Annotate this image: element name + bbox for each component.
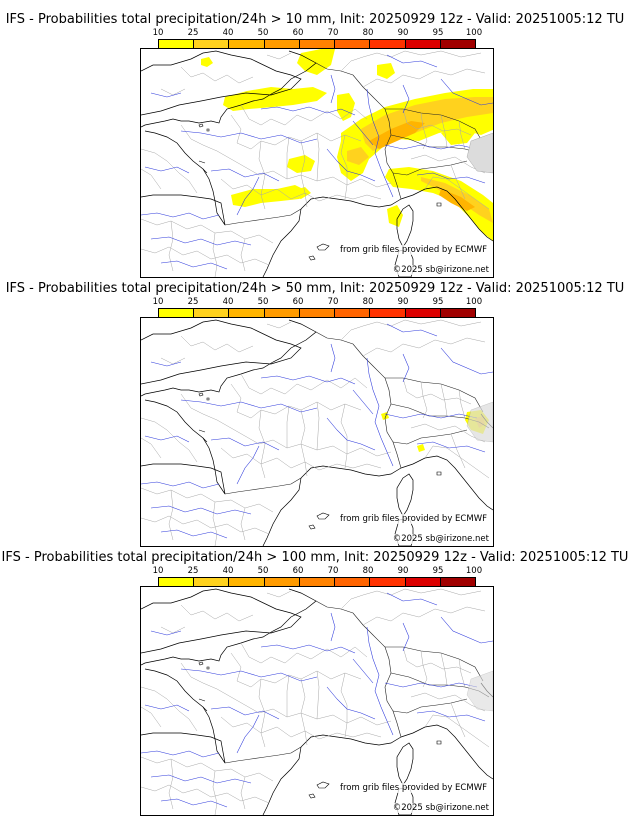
- colorbar-swatch: [335, 578, 371, 586]
- colorbar-tick: 70: [327, 28, 339, 38]
- precip-prob-areas: [201, 49, 493, 241]
- colorbar-tick: 80: [362, 28, 374, 38]
- colorbar-tick: 90: [397, 28, 409, 38]
- colorbar-tick: 25: [187, 28, 199, 38]
- colorbar-tick: 100: [465, 566, 483, 576]
- colorbar-tick: 90: [397, 566, 409, 576]
- colorbar: 10 25 40 50 60 70 80 90 95 100: [153, 297, 483, 325]
- colorbar-swatch: [440, 309, 475, 317]
- colorbar-tick: 95: [432, 28, 444, 38]
- colorbar-swatch: [299, 40, 336, 48]
- alps-hatch: [466, 670, 493, 712]
- colorbar-swatch: [194, 40, 230, 48]
- colorbar-tick: 60: [292, 566, 304, 576]
- precip-prob-areas-40: [369, 121, 475, 211]
- map-frame[interactable]: from grib files provided by ECMWF ©2025 …: [140, 586, 494, 816]
- colorbar-tick: 25: [187, 297, 199, 307]
- panel-50mm: IFS - Probabilities total precipitation/…: [0, 281, 630, 551]
- credit-source: from grib files provided by ECMWF: [338, 783, 489, 793]
- colorbar-tick: 100: [465, 28, 483, 38]
- map-frame[interactable]: from grib files provided by ECMWF ©2025 …: [140, 317, 494, 547]
- panel-title: IFS - Probabilities total precipitation/…: [1, 550, 629, 565]
- colorbar-swatch: [299, 578, 336, 586]
- colorbar-swatch: [264, 309, 300, 317]
- colorbar-tick: 60: [292, 28, 304, 38]
- colorbar-swatch: [335, 40, 371, 48]
- colorbar-swatch: [194, 309, 230, 317]
- colorbar-ticks: 10 25 40 50 60 70 80 90 95 100: [153, 566, 483, 576]
- colorbar-ticks: 10 25 40 50 60 70 80 90 95 100: [153, 297, 483, 307]
- colorbar-swatch: [159, 40, 195, 48]
- colorbar-tick: 80: [362, 566, 374, 576]
- credit-source: from grib files provided by ECMWF: [338, 514, 489, 524]
- panel-title: IFS - Probabilities total precipitation/…: [5, 281, 625, 296]
- colorbar-tick: 70: [327, 566, 339, 576]
- colorbar-swatch: [264, 578, 300, 586]
- colorbar-tick: 50: [257, 28, 269, 38]
- colorbar-tick: 25: [187, 566, 199, 576]
- colorbar-tick: 90: [397, 297, 409, 307]
- probability-map: [141, 588, 493, 815]
- colorbar-swatch: [229, 578, 265, 586]
- colorbar-ticks: 10 25 40 50 60 70 80 90 95 100: [153, 28, 483, 38]
- credit-copyright: ©2025 sb@irizone.net: [390, 534, 491, 544]
- colorbar-tick: 50: [257, 566, 269, 576]
- colorbar-swatch: [440, 40, 475, 48]
- colorbar-tick: 40: [222, 28, 234, 38]
- colorbar-tick: 60: [292, 297, 304, 307]
- colorbar-swatch: [299, 309, 336, 317]
- colorbar-swatch: [264, 40, 300, 48]
- colorbar-tick: 95: [432, 297, 444, 307]
- colorbar-swatch: [370, 40, 406, 48]
- colorbar-tick: 70: [327, 297, 339, 307]
- probability-map: [141, 49, 493, 277]
- colorbar-swatch: [370, 309, 406, 317]
- colorbar-tick: 80: [362, 297, 374, 307]
- colorbar-swatch: [405, 40, 441, 48]
- colorbar-bar: [158, 308, 476, 318]
- credit-copyright: ©2025 sb@irizone.net: [390, 265, 491, 275]
- colorbar-swatch: [159, 309, 195, 317]
- colorbar-tick: 95: [432, 566, 444, 576]
- panel-10mm: IFS - Probabilities total precipitation/…: [0, 12, 630, 282]
- colorbar-swatch: [194, 578, 230, 586]
- colorbar-bar: [158, 577, 476, 587]
- colorbar-swatch: [159, 578, 195, 586]
- colorbar-tick: 10: [152, 28, 164, 38]
- alps-hatch: [466, 132, 493, 174]
- credit-source: from grib files provided by ECMWF: [338, 245, 489, 255]
- colorbar-tick: 10: [152, 566, 164, 576]
- colorbar-swatch: [335, 309, 371, 317]
- colorbar-tick: 100: [465, 297, 483, 307]
- alps-hatch: [466, 401, 493, 443]
- colorbar-swatch: [229, 309, 265, 317]
- colorbar-tick: 40: [222, 566, 234, 576]
- credit-copyright: ©2025 sb@irizone.net: [390, 803, 491, 813]
- colorbar-tick: 40: [222, 297, 234, 307]
- map-frame[interactable]: from grib files provided by ECMWF ©2025 …: [140, 48, 494, 278]
- colorbar-tick: 50: [257, 297, 269, 307]
- colorbar-swatch: [440, 578, 475, 586]
- panel-title: IFS - Probabilities total precipitation/…: [5, 12, 625, 27]
- colorbar-swatch: [370, 578, 406, 586]
- colorbar-swatch: [405, 309, 441, 317]
- colorbar-tick: 10: [152, 297, 164, 307]
- probability-map: [141, 319, 493, 546]
- colorbar: 10 25 40 50 60 70 80 90 95 100: [153, 566, 483, 594]
- panel-100mm: IFS - Probabilities total precipitation/…: [0, 550, 630, 820]
- colorbar-swatch: [405, 578, 441, 586]
- colorbar-swatch: [229, 40, 265, 48]
